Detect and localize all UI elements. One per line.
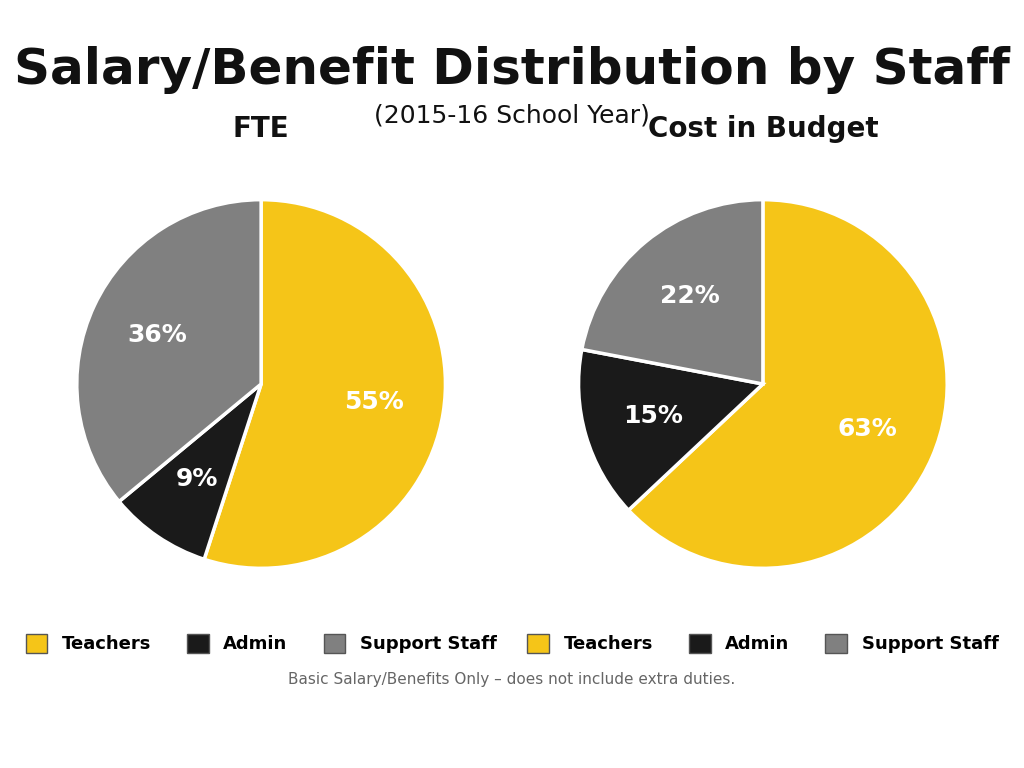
Title: FTE: FTE [232,115,290,143]
Text: 15%: 15% [624,404,683,428]
Text: 22%: 22% [660,284,720,308]
Wedge shape [579,349,763,510]
Title: Cost in Budget: Cost in Budget [647,115,879,143]
Text: Basic Salary/Benefits Only – does not include extra duties.: Basic Salary/Benefits Only – does not in… [289,672,735,687]
Wedge shape [119,384,261,559]
Text: 63%: 63% [838,417,898,442]
Legend: Teachers, Admin, Support Staff: Teachers, Admin, Support Staff [520,627,1006,660]
Wedge shape [582,200,763,384]
Wedge shape [629,200,947,568]
Wedge shape [77,200,261,502]
Text: (2015-16 School Year): (2015-16 School Year) [374,104,650,127]
Legend: Teachers, Admin, Support Staff: Teachers, Admin, Support Staff [18,627,504,660]
Text: VI.A. DISTRICT HISTORY, TRENDS, AND STATS: VI.A. DISTRICT HISTORY, TRENDS, AND STAT… [318,738,706,753]
Text: 36%: 36% [128,323,187,347]
Text: Salary/Benefit Distribution by Staff: Salary/Benefit Distribution by Staff [14,46,1010,94]
Wedge shape [204,200,445,568]
Text: 55%: 55% [344,390,403,414]
Text: 9%: 9% [176,466,218,491]
